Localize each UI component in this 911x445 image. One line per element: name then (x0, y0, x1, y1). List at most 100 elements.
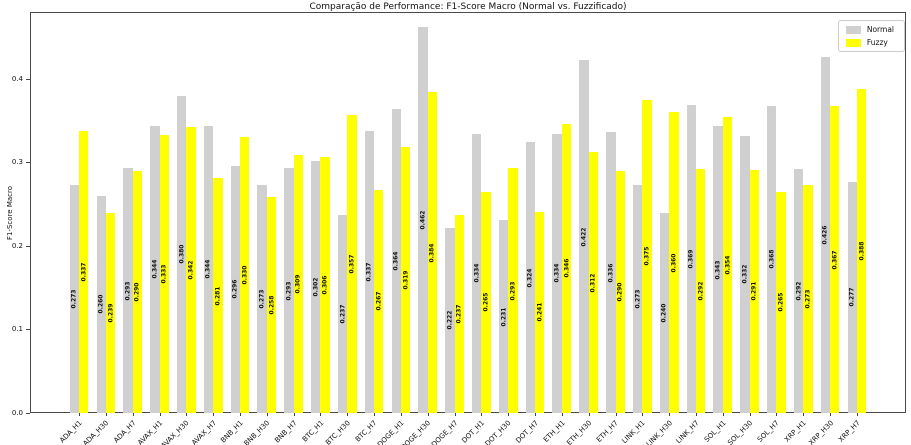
x-tick-LINK_H30 (669, 413, 671, 416)
bar-normal-LINK_H7 (686, 104, 696, 413)
legend-item-fuzzy: Fuzzy (845, 38, 894, 47)
legend-swatch-normal (845, 25, 861, 34)
bar-normal-ADA_H7 (123, 168, 133, 413)
chart-title: Comparação de Performance: F1-Score Macr… (309, 2, 627, 12)
legend-swatch-fuzzy (845, 38, 861, 47)
y-tick-label-0.4: 0.4 (11, 74, 23, 83)
bar-normal-XRP_H7 (847, 181, 857, 413)
bar-fuzzy-ETH_H7 (615, 170, 625, 413)
x-tick-BTC_H30 (347, 413, 349, 416)
bar-normal-ADA_H30 (96, 195, 106, 413)
y-tick-0.1 (26, 329, 30, 331)
bar-normal-LINK_H1 (632, 184, 643, 413)
y-tick-label-0.1: 0.1 (11, 325, 23, 334)
bar-fuzzy-LINK_H7 (695, 169, 706, 413)
bar-normal-XRP_H1 (793, 169, 804, 413)
x-tick-DOGE_H30 (427, 413, 429, 416)
bar-fuzzy-AVAX_H7 (213, 178, 223, 413)
x-tick-DOT_H7 (535, 413, 537, 416)
x-tick-ETH_H1 (561, 413, 563, 416)
bar-fuzzy-DOGE_H30 (427, 92, 438, 413)
bar-fuzzy-DOGE_H1 (400, 146, 411, 413)
bar-fuzzy-LINK_H30 (669, 112, 679, 413)
bar-normal-ETH_H7 (606, 132, 616, 413)
x-tick-ADA_H1 (79, 413, 81, 416)
bar-fuzzy-ADA_H1 (79, 131, 89, 413)
bar-normal-XRP_H30 (820, 57, 831, 413)
bar-normal-LINK_H30 (659, 212, 670, 413)
legend-label-fuzzy: Fuzzy (866, 38, 888, 47)
bar-normal-BTC_H1 (311, 160, 321, 413)
bar-fuzzy-LINK_H1 (642, 99, 652, 413)
bar-fuzzy-ADA_H7 (132, 170, 143, 413)
x-tick-BTC_H1 (320, 413, 322, 416)
bar-normal-BTC_H30 (337, 215, 348, 413)
x-tick-ETH_H30 (588, 413, 590, 416)
x-tick-BNB_H1 (240, 413, 241, 416)
bar-fuzzy-SOL_H30 (749, 169, 759, 413)
bar-fuzzy-ETH_H1 (561, 123, 572, 413)
x-tick-LINK_H7 (695, 413, 697, 416)
bar-normal-SOL_H30 (740, 135, 750, 413)
bar-normal-DOGE_H7 (445, 227, 455, 413)
bar-fuzzy-AVAX_H1 (159, 134, 169, 413)
bar-normal-DOT_H7 (525, 142, 536, 413)
x-tick-ETH_H7 (615, 413, 617, 416)
bar-fuzzy-BNB_H30 (266, 197, 277, 413)
x-tick-LINK_H1 (642, 413, 644, 416)
y-tick-0.4 (26, 78, 30, 80)
bar-normal-AVAX_H7 (203, 125, 214, 413)
x-tick-DOT_H30 (508, 413, 510, 416)
bar-normal-SOL_H7 (767, 105, 777, 413)
bar-normal-DOGE_H30 (418, 27, 428, 413)
bar-normal-AVAX_H1 (150, 125, 160, 413)
legend-label-normal: Normal (866, 25, 894, 34)
bar-normal-ETH_H1 (552, 133, 562, 413)
y-tick-0.3 (26, 162, 30, 164)
y-tick-label-0.2: 0.2 (11, 241, 23, 250)
bar-fuzzy-BNB_H7 (293, 154, 304, 413)
x-tick-BNB_H7 (293, 413, 295, 416)
bar-normal-DOGE_H1 (391, 108, 401, 413)
x-tick-SOL_H1 (722, 413, 724, 416)
bar-fuzzy-DOGE_H7 (454, 215, 464, 413)
x-tick-ADA_H7 (132, 413, 134, 416)
x-tick-DOT_H1 (481, 413, 483, 416)
x-tick-ADA_H30 (105, 413, 107, 416)
bar-fuzzy-SOL_H1 (722, 117, 733, 413)
bar-fuzzy-DOT_H7 (535, 211, 545, 413)
bar-normal-AVAX_H30 (176, 95, 187, 413)
plot-area: 0.273 0.337 ADA_H1 0.260 0.239 ADA_H30 0.293 0.… (12, 12, 906, 445)
x-tick-XRP_H1 (803, 413, 805, 416)
x-tick-XRP_H30 (830, 413, 832, 416)
x-tick-AVAX_H1 (159, 413, 161, 416)
bar-fuzzy-ADA_H30 (105, 213, 116, 413)
x-tick-DOGE_H7 (454, 413, 456, 416)
y-tick-0.2 (26, 245, 30, 247)
bar-fuzzy-XRP_H7 (856, 88, 867, 413)
bar-fuzzy-SOL_H7 (776, 191, 786, 413)
x-tick-AVAX_H30 (186, 413, 188, 416)
bar-normal-BNB_H7 (284, 168, 294, 413)
bar-normal-DOT_H30 (498, 220, 509, 413)
bar-fuzzy-DOT_H1 (481, 191, 491, 413)
y-tick-label-0.0: 0.0 (11, 409, 23, 417)
bar-normal-BTC_H7 (364, 131, 375, 413)
bar-fuzzy-BTC_H1 (320, 157, 330, 413)
legend-item-normal: Normal (845, 25, 894, 34)
bar-fuzzy-XRP_H1 (803, 184, 813, 413)
bar-fuzzy-AVAX_H30 (186, 127, 196, 413)
legend: Normal Fuzzy (837, 20, 905, 52)
x-tick-BNB_H30 (266, 413, 268, 416)
x-tick-AVAX_H7 (213, 413, 215, 416)
y-tick-0.0 (26, 413, 30, 414)
bar-fuzzy-DOT_H30 (508, 168, 518, 413)
bar-normal-ADA_H1 (69, 184, 80, 413)
x-tick-BTC_H7 (374, 413, 376, 416)
x-tick-XRP_H7 (856, 413, 858, 416)
bar-fuzzy-ETH_H30 (588, 152, 599, 413)
x-tick-DOGE_H1 (400, 413, 402, 416)
bar-fuzzy-XRP_H30 (830, 106, 840, 413)
x-tick-SOL_H30 (749, 413, 751, 416)
bar-normal-BNB_H1 (230, 165, 240, 413)
